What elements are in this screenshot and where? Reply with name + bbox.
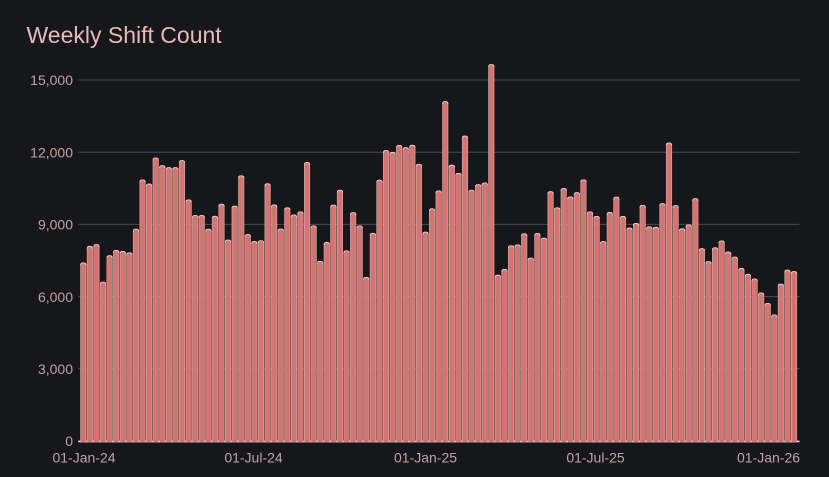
svg-text:6,000: 6,000 xyxy=(38,289,73,305)
svg-text:01-Jul-25: 01-Jul-25 xyxy=(566,450,625,466)
svg-text:0: 0 xyxy=(65,433,73,449)
svg-text:9,000: 9,000 xyxy=(38,217,73,233)
svg-text:Weekly Shift Count: Weekly Shift Count xyxy=(27,22,223,48)
svg-text:01-Jan-26: 01-Jan-26 xyxy=(737,450,800,466)
svg-text:01-Jan-24: 01-Jan-24 xyxy=(52,450,115,466)
svg-text:15,000: 15,000 xyxy=(30,72,73,88)
svg-text:3,000: 3,000 xyxy=(38,361,73,377)
svg-text:12,000: 12,000 xyxy=(30,144,73,160)
svg-text:01-Jul-24: 01-Jul-24 xyxy=(224,450,283,466)
svg-text:01-Jan-25: 01-Jan-25 xyxy=(394,450,457,466)
